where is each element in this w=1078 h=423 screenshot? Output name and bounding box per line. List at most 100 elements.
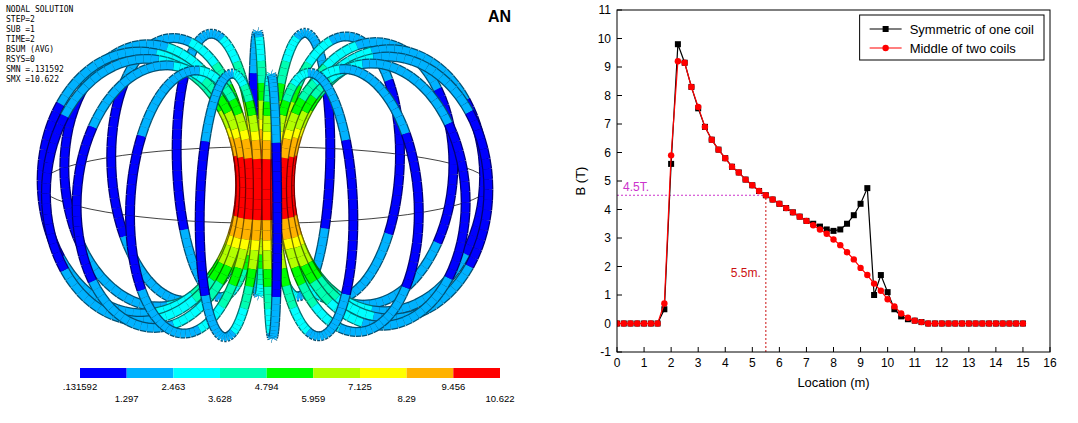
coil-edge bbox=[433, 81, 437, 89]
coil-edge bbox=[322, 237, 324, 245]
coil-edge bbox=[81, 246, 85, 254]
coil bbox=[167, 47, 174, 50]
coil-edge bbox=[113, 289, 119, 294]
coil bbox=[381, 53, 389, 61]
coil-edge bbox=[154, 44, 161, 45]
coil-edge bbox=[92, 303, 99, 308]
coil bbox=[201, 49, 206, 53]
coil-edge bbox=[306, 28, 308, 39]
coil bbox=[253, 149, 261, 159]
coil-edge bbox=[375, 259, 379, 266]
coil-edge bbox=[364, 51, 371, 53]
coil bbox=[409, 304, 416, 307]
coil-edge bbox=[420, 64, 427, 68]
coil bbox=[474, 227, 477, 236]
coil bbox=[434, 72, 441, 77]
coil bbox=[409, 52, 416, 54]
coil-edge bbox=[297, 247, 300, 256]
coil-edge bbox=[405, 59, 413, 61]
coil-edge bbox=[363, 279, 367, 284]
coil-edge bbox=[256, 61, 266, 68]
coil bbox=[393, 206, 395, 216]
coil-edge bbox=[389, 295, 395, 298]
coil-edge bbox=[448, 164, 458, 174]
coil-edge bbox=[241, 122, 243, 130]
coil bbox=[89, 65, 96, 70]
coil-edge bbox=[469, 258, 473, 266]
coil bbox=[251, 240, 259, 250]
coil bbox=[143, 55, 151, 63]
coil-edge bbox=[106, 137, 117, 147]
coil bbox=[290, 249, 293, 258]
coil bbox=[113, 289, 119, 294]
coil-edge bbox=[252, 169, 262, 179]
coil-edge bbox=[196, 45, 201, 49]
coil-edge bbox=[312, 37, 314, 40]
coil bbox=[308, 34, 310, 36]
coil-edge bbox=[252, 32, 262, 34]
coil bbox=[235, 129, 238, 138]
coil-edge bbox=[332, 56, 338, 61]
coil bbox=[246, 199, 254, 209]
coil bbox=[240, 218, 242, 228]
coil bbox=[382, 243, 385, 251]
coil-edge bbox=[285, 139, 287, 148]
coil bbox=[164, 38, 169, 39]
coil bbox=[252, 260, 253, 269]
coil bbox=[241, 249, 243, 258]
coil-edge bbox=[49, 121, 52, 130]
coil-edge bbox=[254, 290, 264, 301]
coil-edge bbox=[394, 165, 405, 175]
coil-edge bbox=[299, 34, 301, 36]
coil-edge bbox=[247, 149, 248, 159]
coil bbox=[312, 37, 314, 40]
coil-edge bbox=[121, 61, 128, 63]
coil-edge bbox=[374, 57, 382, 58]
coil bbox=[253, 159, 261, 169]
coil-edge bbox=[61, 96, 66, 104]
coil-edge bbox=[228, 112, 232, 120]
coil bbox=[358, 311, 366, 314]
coil-edge bbox=[252, 210, 262, 220]
coil bbox=[249, 178, 257, 188]
coil-edge bbox=[240, 147, 242, 157]
coil bbox=[215, 283, 220, 291]
coil bbox=[180, 92, 181, 101]
coil bbox=[283, 209, 284, 219]
coil bbox=[313, 282, 318, 289]
coil bbox=[83, 70, 89, 76]
coil bbox=[103, 57, 110, 60]
coil bbox=[279, 84, 281, 92]
coil-edge bbox=[106, 147, 116, 157]
coil bbox=[466, 245, 470, 254]
coil bbox=[107, 147, 115, 157]
coil bbox=[486, 210, 488, 220]
coil-edge bbox=[429, 251, 433, 259]
coil bbox=[186, 239, 188, 247]
coil bbox=[314, 41, 316, 45]
coil-edge bbox=[173, 181, 184, 191]
coil-edge bbox=[262, 251, 272, 261]
coil-edge bbox=[419, 267, 424, 274]
coil bbox=[357, 44, 364, 46]
coil-edge bbox=[354, 288, 359, 292]
coil-edge bbox=[241, 249, 243, 258]
coil-edge bbox=[256, 55, 266, 61]
coil-edge bbox=[59, 157, 69, 167]
coil bbox=[207, 30, 210, 38]
coil bbox=[299, 34, 301, 36]
coil bbox=[101, 277, 107, 283]
coil bbox=[359, 284, 363, 289]
coil bbox=[238, 138, 240, 147]
coil bbox=[65, 88, 70, 95]
coil bbox=[256, 291, 264, 293]
coil bbox=[396, 165, 404, 175]
coil bbox=[224, 266, 228, 275]
coil-edge bbox=[115, 198, 117, 208]
coil bbox=[99, 70, 106, 75]
coil bbox=[321, 44, 326, 48]
render-panel: NODAL SOLUTIONSTEP=2SUB =1TIME=2BSUM (AV… bbox=[6, 5, 515, 404]
coil bbox=[283, 158, 284, 168]
coil bbox=[263, 169, 271, 179]
coil-edge bbox=[69, 118, 71, 127]
